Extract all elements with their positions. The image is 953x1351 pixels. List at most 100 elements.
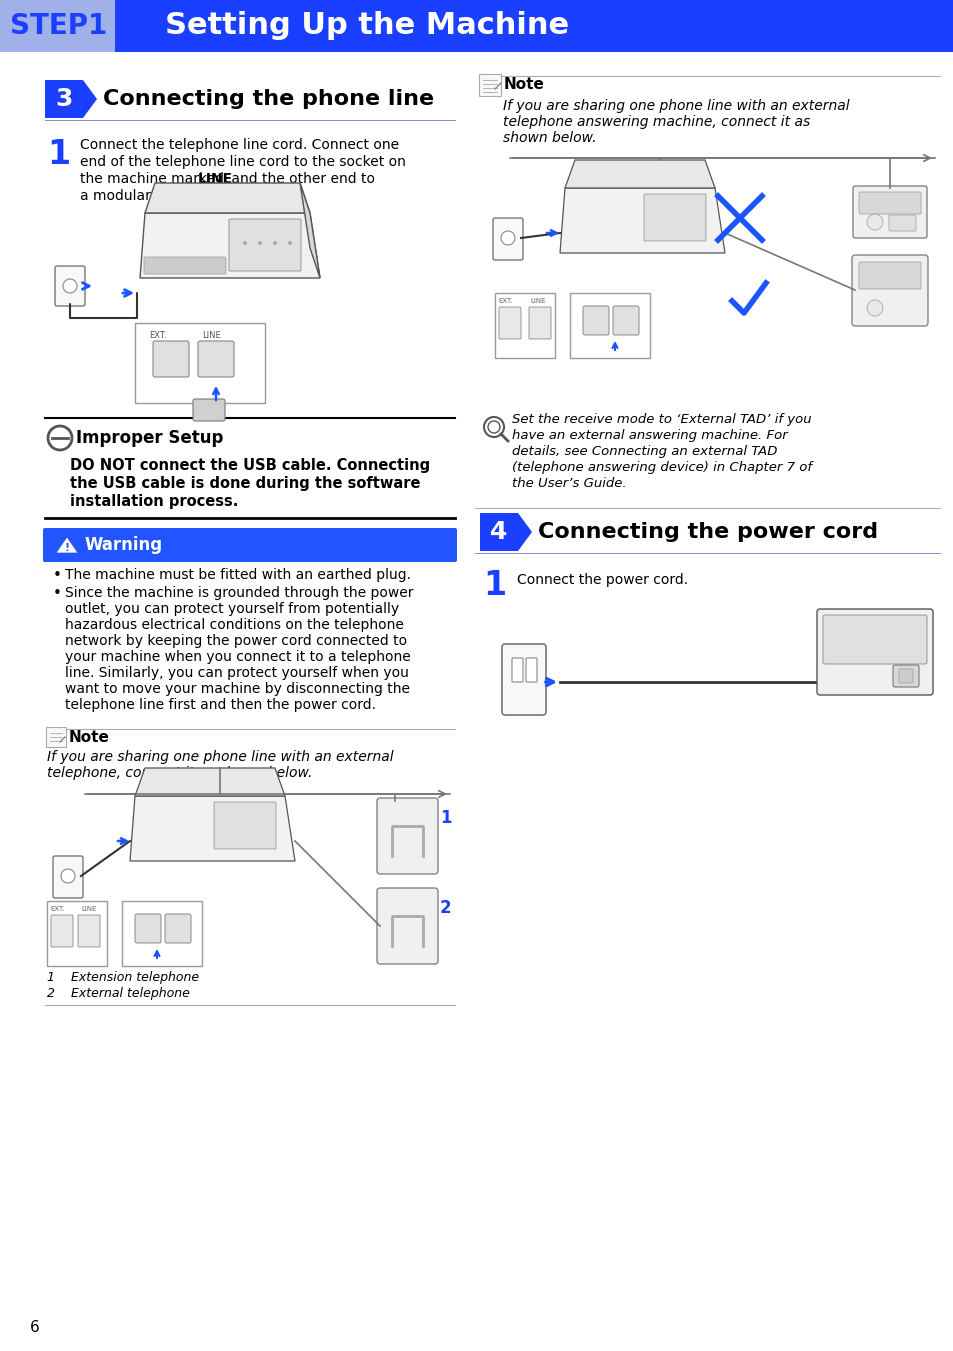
FancyBboxPatch shape bbox=[213, 802, 275, 848]
Text: DO NOT connect the USB cable. Connecting: DO NOT connect the USB cable. Connecting bbox=[70, 458, 430, 473]
FancyBboxPatch shape bbox=[45, 80, 83, 118]
Polygon shape bbox=[135, 767, 285, 796]
FancyBboxPatch shape bbox=[851, 255, 927, 326]
Polygon shape bbox=[56, 536, 78, 553]
FancyBboxPatch shape bbox=[229, 219, 301, 272]
Circle shape bbox=[257, 240, 262, 245]
FancyBboxPatch shape bbox=[144, 257, 226, 274]
FancyBboxPatch shape bbox=[376, 798, 437, 874]
Text: telephone answering machine, connect it as: telephone answering machine, connect it … bbox=[502, 115, 809, 128]
Text: The machine must be fitted with an earthed plug.: The machine must be fitted with an earth… bbox=[65, 567, 411, 582]
Text: network by keeping the power cord connected to: network by keeping the power cord connec… bbox=[65, 634, 407, 648]
Text: 6: 6 bbox=[30, 1320, 40, 1335]
Text: EXT.: EXT. bbox=[497, 299, 512, 304]
FancyBboxPatch shape bbox=[493, 218, 522, 259]
FancyBboxPatch shape bbox=[46, 727, 66, 747]
Text: EXT.: EXT. bbox=[50, 907, 65, 912]
FancyBboxPatch shape bbox=[376, 888, 437, 965]
Polygon shape bbox=[115, 0, 145, 51]
FancyBboxPatch shape bbox=[53, 857, 83, 898]
FancyBboxPatch shape bbox=[816, 609, 932, 694]
Text: LINE: LINE bbox=[530, 299, 545, 304]
Text: •: • bbox=[53, 567, 62, 584]
Text: the machine marked: the machine marked bbox=[80, 172, 228, 186]
Text: end of the telephone line cord to the socket on: end of the telephone line cord to the so… bbox=[80, 155, 405, 169]
Circle shape bbox=[63, 280, 77, 293]
FancyBboxPatch shape bbox=[55, 266, 85, 305]
FancyBboxPatch shape bbox=[892, 665, 918, 688]
Text: Note: Note bbox=[69, 730, 110, 744]
Text: If you are sharing one phone line with an external: If you are sharing one phone line with a… bbox=[502, 99, 849, 113]
Text: have an external answering machine. For: have an external answering machine. For bbox=[512, 430, 787, 442]
Text: want to move your machine by disconnecting the: want to move your machine by disconnecti… bbox=[65, 682, 410, 696]
Text: LINE: LINE bbox=[81, 907, 96, 912]
Text: 3: 3 bbox=[55, 86, 72, 111]
Text: shown below.: shown below. bbox=[502, 131, 596, 145]
Text: 1: 1 bbox=[482, 569, 506, 603]
Text: (telephone answering device) in Chapter 7 of: (telephone answering device) in Chapter … bbox=[512, 461, 811, 474]
Text: 1: 1 bbox=[47, 138, 71, 172]
FancyBboxPatch shape bbox=[152, 340, 189, 377]
Text: Note: Note bbox=[503, 77, 544, 92]
Text: Connecting the phone line: Connecting the phone line bbox=[103, 89, 434, 109]
Text: outlet, you can protect yourself from potentially: outlet, you can protect yourself from po… bbox=[65, 603, 398, 616]
Text: If you are sharing one phone line with an external: If you are sharing one phone line with a… bbox=[47, 750, 394, 765]
FancyBboxPatch shape bbox=[498, 307, 520, 339]
Text: 1: 1 bbox=[439, 809, 451, 827]
Text: Warning: Warning bbox=[85, 536, 163, 554]
Polygon shape bbox=[299, 182, 319, 278]
FancyBboxPatch shape bbox=[501, 644, 545, 715]
FancyBboxPatch shape bbox=[858, 262, 920, 289]
Text: LINE: LINE bbox=[198, 172, 233, 186]
FancyBboxPatch shape bbox=[613, 305, 639, 335]
Polygon shape bbox=[517, 513, 532, 551]
Text: Connect the power cord.: Connect the power cord. bbox=[517, 573, 687, 586]
Text: telephone, connect it as shown below.: telephone, connect it as shown below. bbox=[47, 766, 312, 780]
Text: a modular wall socket.: a modular wall socket. bbox=[80, 189, 236, 203]
Text: STEP1: STEP1 bbox=[10, 12, 107, 41]
Polygon shape bbox=[83, 80, 97, 118]
FancyBboxPatch shape bbox=[0, 0, 115, 51]
Text: telephone line first and then the power cord.: telephone line first and then the power … bbox=[65, 698, 375, 712]
Text: details, see Connecting an external TAD: details, see Connecting an external TAD bbox=[512, 444, 777, 458]
Text: the USB cable is done during the software: the USB cable is done during the softwar… bbox=[70, 476, 420, 490]
FancyBboxPatch shape bbox=[51, 915, 73, 947]
Circle shape bbox=[866, 300, 882, 316]
Text: 2: 2 bbox=[439, 898, 451, 917]
FancyBboxPatch shape bbox=[529, 307, 551, 339]
Text: Since the machine is grounded through the power: Since the machine is grounded through th… bbox=[65, 586, 413, 600]
FancyBboxPatch shape bbox=[569, 293, 649, 358]
Circle shape bbox=[866, 213, 882, 230]
Circle shape bbox=[61, 869, 75, 884]
FancyBboxPatch shape bbox=[135, 323, 265, 403]
FancyBboxPatch shape bbox=[898, 669, 912, 684]
Text: installation process.: installation process. bbox=[70, 494, 238, 509]
Circle shape bbox=[488, 422, 499, 434]
Polygon shape bbox=[559, 188, 724, 253]
Circle shape bbox=[273, 240, 276, 245]
Circle shape bbox=[483, 417, 503, 436]
Text: LINE: LINE bbox=[202, 331, 220, 340]
FancyBboxPatch shape bbox=[822, 615, 926, 663]
Text: 4: 4 bbox=[490, 520, 507, 544]
Text: 2    External telephone: 2 External telephone bbox=[47, 988, 190, 1000]
Text: Setting Up the Machine: Setting Up the Machine bbox=[165, 12, 569, 41]
Text: Connecting the power cord: Connecting the power cord bbox=[537, 521, 877, 542]
Circle shape bbox=[243, 240, 247, 245]
FancyBboxPatch shape bbox=[582, 305, 608, 335]
Text: your machine when you connect it to a telephone: your machine when you connect it to a te… bbox=[65, 650, 411, 663]
Circle shape bbox=[48, 426, 71, 450]
Text: the User’s Guide.: the User’s Guide. bbox=[512, 477, 626, 490]
FancyBboxPatch shape bbox=[47, 901, 107, 966]
FancyBboxPatch shape bbox=[478, 74, 500, 96]
FancyBboxPatch shape bbox=[135, 915, 161, 943]
Text: and the other end to: and the other end to bbox=[227, 172, 375, 186]
Text: hazardous electrical conditions on the telephone: hazardous electrical conditions on the t… bbox=[65, 617, 403, 632]
FancyBboxPatch shape bbox=[479, 513, 517, 551]
FancyBboxPatch shape bbox=[0, 0, 953, 51]
Circle shape bbox=[288, 240, 292, 245]
FancyBboxPatch shape bbox=[43, 528, 456, 562]
Polygon shape bbox=[140, 213, 319, 278]
FancyBboxPatch shape bbox=[888, 215, 915, 231]
Text: 1    Extension telephone: 1 Extension telephone bbox=[47, 971, 199, 984]
